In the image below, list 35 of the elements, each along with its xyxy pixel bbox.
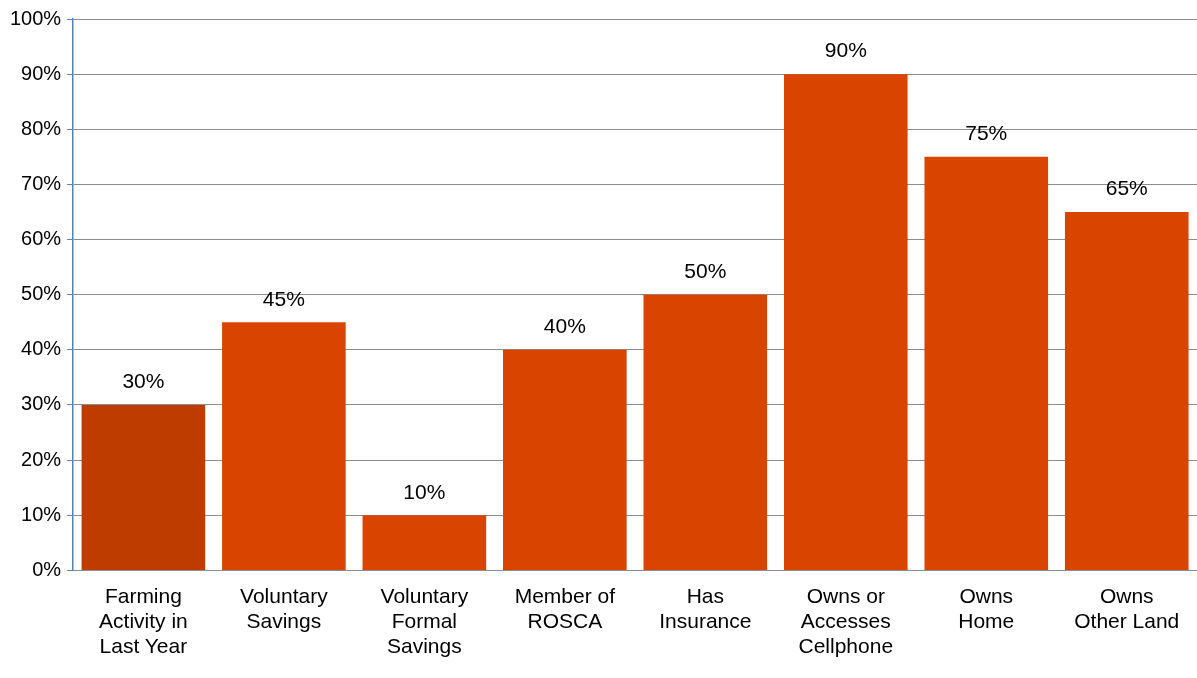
data-label: 40%	[543, 314, 586, 338]
x-tick-label: Owns Home	[958, 583, 1015, 632]
bar	[222, 322, 346, 570]
y-tick-label: 10%	[21, 502, 62, 525]
y-tick-label: 50%	[21, 282, 62, 305]
y-tick-label: 30%	[21, 392, 62, 415]
y-tick-label: 20%	[21, 447, 62, 470]
data-label: 65%	[1105, 176, 1148, 200]
bar	[503, 349, 627, 570]
y-tick-label: 40%	[21, 337, 62, 360]
y-tick-label: 70%	[21, 171, 62, 194]
data-label: 45%	[262, 286, 305, 310]
bar	[81, 404, 206, 570]
data-label: 10%	[403, 479, 446, 503]
y-tick-label: 100%	[10, 6, 62, 29]
data-label: 30%	[122, 369, 165, 393]
bar	[924, 156, 1049, 570]
y-tick-label: 60%	[21, 227, 62, 250]
x-tick-label: Owns or Accesses Cellphone	[798, 583, 894, 658]
bar	[1064, 211, 1189, 570]
bar	[783, 74, 908, 570]
x-tick-label: Member of ROSCA	[514, 583, 616, 632]
data-label: 90%	[824, 38, 867, 62]
y-tick-label: 80%	[21, 116, 62, 139]
x-tick-label: Voluntary Savings	[240, 583, 329, 632]
x-tick-label: Has Insurance	[659, 583, 752, 632]
y-tick-label: 90%	[21, 61, 62, 84]
bar	[643, 294, 768, 570]
x-tick-label: Owns Other Land	[1074, 583, 1180, 632]
x-tick-label: Farming Activity in Last Year	[99, 583, 188, 658]
data-label: 75%	[965, 121, 1008, 145]
data-label: 50%	[684, 259, 727, 282]
y-tick-label: 0%	[32, 557, 62, 580]
bar	[362, 515, 487, 570]
x-tick-label: Voluntary Formal Savings	[380, 583, 469, 658]
